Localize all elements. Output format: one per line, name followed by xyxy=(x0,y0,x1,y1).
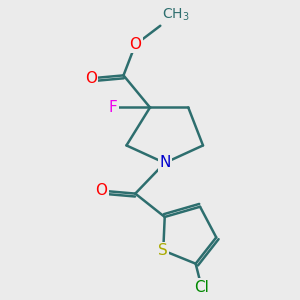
Text: N: N xyxy=(159,155,170,170)
Text: O: O xyxy=(95,183,107,198)
Text: S: S xyxy=(158,243,168,258)
Text: O: O xyxy=(129,37,141,52)
Text: CH$_3$: CH$_3$ xyxy=(162,6,189,23)
Text: F: F xyxy=(109,100,118,115)
Text: Cl: Cl xyxy=(194,280,209,295)
Text: O: O xyxy=(85,71,97,86)
